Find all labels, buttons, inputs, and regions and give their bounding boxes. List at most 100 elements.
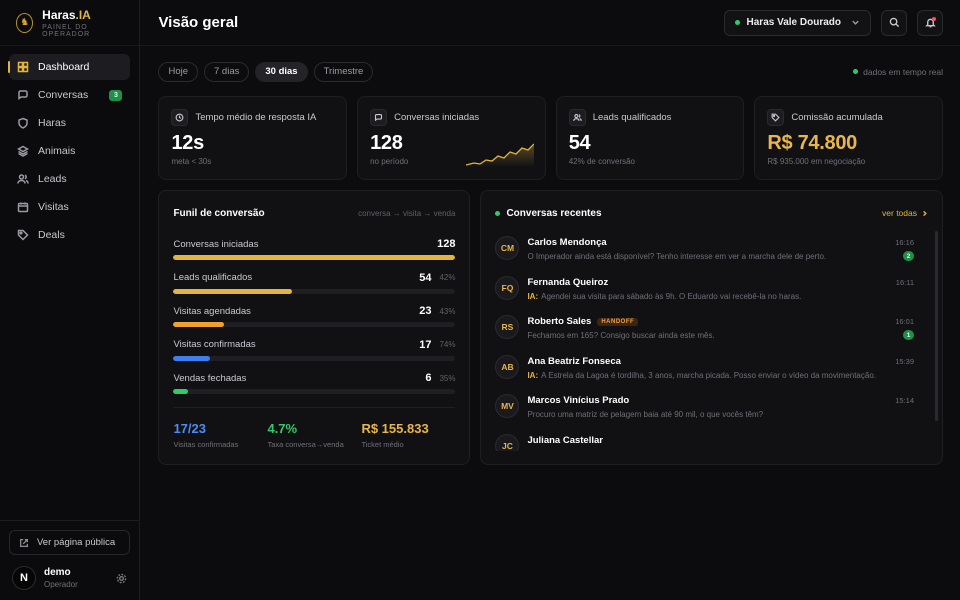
conversation-item[interactable]: RS Roberto Sales HANDOFF Fechamos em 165… <box>495 310 914 350</box>
scrollbar[interactable] <box>935 231 938 421</box>
users-icon <box>572 113 582 121</box>
ia-prefix: IA: <box>527 370 539 380</box>
gear-icon[interactable] <box>116 573 127 584</box>
funnel-stats: 17/23 Visitas confirmadas 4.7% Taxa conve… <box>173 406 456 449</box>
sidebar-item-deals[interactable]: Deals <box>9 222 130 248</box>
kpi-icon <box>370 108 388 126</box>
funnel-stage-pct: 43% <box>439 306 456 316</box>
sidebar-item-conversas[interactable]: Conversas 3 <box>9 82 130 108</box>
sidebar-item-label: Animais <box>38 145 76 157</box>
sidebar-item-haras[interactable]: Haras <box>9 110 130 136</box>
contact-avatar: CM <box>495 236 520 260</box>
funnel-track <box>173 255 456 260</box>
funnel-stage: Visitas agendadas 23 43% <box>173 298 456 332</box>
kpi-label: Leads qualificados <box>592 111 672 123</box>
conversation-item[interactable]: CM Carlos Mendonça O Imperador ainda est… <box>495 231 914 271</box>
haras-selector[interactable]: Haras Vale Dourado <box>723 9 871 36</box>
search-button[interactable] <box>881 9 907 36</box>
message-time: 16:01 <box>895 317 914 326</box>
funnel-stage-value: 128 <box>437 238 456 250</box>
sidebar-item-dashboard[interactable]: Dashboard <box>7 54 131 80</box>
handoff-badge: HANDOFF <box>597 317 639 326</box>
shield-icon <box>18 117 28 129</box>
funnel-track <box>173 389 456 394</box>
funnel-track <box>173 355 456 361</box>
funnel-stage: Leads qualificados 54 42% <box>173 265 456 299</box>
kpi-sub: meta < 30s <box>171 157 212 166</box>
sidebar-item-label: Dashboard <box>38 61 90 73</box>
filter-pill[interactable]: 30 dias <box>255 61 308 82</box>
public-page-button[interactable]: Ver página pública <box>9 530 131 555</box>
contact-name: Fernanda Queiroz <box>527 276 609 288</box>
sidebar-item-label: Visitas <box>38 201 69 213</box>
chat-icon <box>18 90 28 100</box>
horse-logo-icon: ♞ <box>16 12 34 33</box>
kpi-sub: no período <box>370 157 409 166</box>
kpi-card: Leads qualificados 54 42% de conversão <box>555 96 745 180</box>
sidebar-item-visitas[interactable]: Visitas <box>9 194 130 220</box>
contact-name: Ana Beatriz Fonseca <box>527 355 621 367</box>
calendar-icon <box>17 202 29 213</box>
external-link-icon <box>20 538 28 547</box>
conversation-item[interactable]: JC Juliana Castellar <box>495 429 914 451</box>
filter-pill[interactable]: 7 dias <box>204 61 250 82</box>
conversation-item[interactable]: AB Ana Beatriz Fonseca IA: A Estrela da L… <box>495 350 914 390</box>
public-page-label: Ver página pública <box>37 537 116 548</box>
filter-pill[interactable]: Hoje <box>158 61 198 82</box>
funnel-stage-value: 54 <box>419 271 432 284</box>
kpi-row: Tempo médio de resposta IA 12s meta < 30… <box>158 96 944 180</box>
search-icon <box>889 17 899 28</box>
sidebar-item-label: Haras <box>38 117 67 129</box>
funnel-stage-label: Leads qualificados <box>173 272 253 283</box>
topbar: Visão geral Haras Vale Dourado <box>140 0 960 46</box>
contact-name: Juliana Castellar <box>527 434 603 446</box>
avatar: N <box>12 566 36 590</box>
funnel-stage-label: Visitas agendadas <box>173 305 251 317</box>
message-time: 15:39 <box>895 356 914 366</box>
user-name: demo <box>44 567 71 578</box>
funnel-stat-label: Visitas confirmadas <box>173 439 239 449</box>
contact-avatar: MV <box>495 394 520 418</box>
conversation-item[interactable]: FQ Fernanda Queiroz IA: Agendei sua visit… <box>495 271 914 311</box>
kpi-icon <box>568 108 586 126</box>
funnel-stat: R$ 155.833 Ticket médio <box>361 421 455 449</box>
funnel-stage-pct: 74% <box>439 340 456 349</box>
message-text: Fechamos em 165? Consigo buscar ainda es… <box>527 331 715 340</box>
sidebar-item-leads[interactable]: Leads <box>9 166 130 192</box>
brand-subtitle: PAINEL DO OPERADOR <box>42 23 91 38</box>
conversation-item[interactable]: MV Marcos Vinícius Prado Procuro uma mat… <box>495 389 914 429</box>
funnel-title: Funil de conversão <box>173 207 265 219</box>
message-preview: IA: Agendei sua visita para sábado às 9h.… <box>527 292 876 301</box>
contact-name: Marcos Vinícius Prado <box>527 395 630 406</box>
live-dot <box>853 69 859 74</box>
funnel-stage-label: Visitas confirmadas <box>173 339 256 350</box>
user-role: Operador <box>44 580 78 589</box>
unread-badge: 2 <box>903 251 914 261</box>
chevron-right-icon <box>923 210 927 216</box>
kpi-label: Conversas iniciadas <box>394 111 480 123</box>
message-preview: IA: A Estrela da Lagoa é tordilha, 3 anos… <box>527 371 876 380</box>
user-profile[interactable]: N demo Operador <box>9 564 130 592</box>
funnel-stat: 17/23 Visitas confirmadas <box>173 421 267 449</box>
sidebar-item-animais[interactable]: Animais <box>9 138 130 164</box>
funnel-stat-value: R$ 155.833 <box>361 420 429 436</box>
haras-selected-label: Haras Vale Dourado <box>746 17 841 28</box>
funnel-stat-label: Ticket médio <box>361 439 404 449</box>
live-indicator: dados em tempo real <box>853 67 943 77</box>
kpi-value: 128 <box>370 132 403 154</box>
brand[interactable]: ♞ Haras.IA PAINEL DO OPERADOR <box>0 0 140 46</box>
funnel-bar <box>173 255 456 260</box>
conversation-list: CM Carlos Mendonça O Imperador ainda est… <box>495 231 928 451</box>
funnel-stage: Visitas confirmadas 17 74% <box>173 332 456 366</box>
bell-icon <box>924 18 936 28</box>
funnel-stage-label: Conversas iniciadas <box>173 238 259 250</box>
filter-pill[interactable]: Trimestre <box>313 61 374 82</box>
funnel-stage-pct: 42% <box>439 273 456 282</box>
kpi-sub: 42% de conversão <box>568 157 635 166</box>
message-text: O Imperador ainda está disponível? Tenho… <box>527 252 827 261</box>
notifications-button[interactable] <box>917 9 943 36</box>
see-all-link[interactable]: ver todas <box>882 208 928 218</box>
message-text: A Estrela da Lagoa é tordilha, 3 anos, m… <box>541 370 876 380</box>
funnel-stage: Conversas iniciadas 128 <box>173 231 456 265</box>
